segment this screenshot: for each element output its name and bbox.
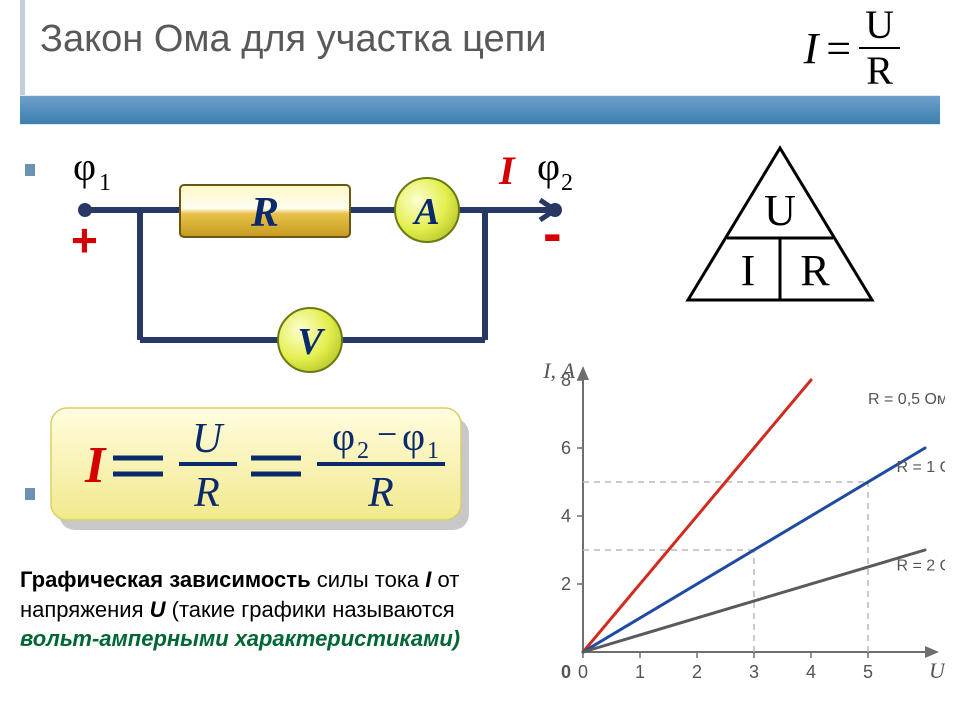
svg-text:φ: φ	[73, 144, 96, 189]
formula-fraction: U R	[859, 5, 900, 91]
svg-text:0: 0	[561, 662, 571, 682]
minus-terminal: -	[543, 201, 562, 264]
formula-num: U	[859, 5, 900, 49]
cap-U: U	[150, 597, 166, 622]
cap-l2a: напряжения	[20, 597, 150, 622]
ammeter-label: A	[412, 191, 439, 233]
page-title: Закон Ома для участка цепи	[40, 18, 546, 61]
divider-bar	[20, 95, 940, 125]
svg-text:0: 0	[578, 662, 588, 682]
svg-text:4: 4	[806, 662, 816, 682]
ohm-formula-top: I = U R	[804, 5, 900, 91]
triangle-I: I	[741, 246, 756, 295]
triangle-U: U	[764, 186, 796, 235]
cap-l1c: от	[431, 567, 459, 592]
voltmeter-label: V	[297, 321, 325, 363]
box-R1: R	[193, 470, 220, 516]
iv-chart: 01234524680I, АU, ВR = 0,5 ОмR = 1 ОмR =…	[525, 360, 945, 700]
formula-den: R	[866, 49, 893, 91]
formula-I: I	[804, 23, 819, 74]
svg-text:5: 5	[863, 662, 873, 682]
svg-text:U, В: U, В	[929, 658, 945, 683]
svg-text:2: 2	[357, 438, 369, 464]
svg-text:4: 4	[561, 506, 571, 526]
triangle-R: R	[800, 246, 830, 295]
svg-text:−: −	[377, 414, 397, 454]
box-R2: R	[367, 470, 394, 516]
svg-text:3: 3	[749, 662, 759, 682]
phi1-sub: 1	[99, 170, 111, 196]
svg-text:φ: φ	[332, 414, 355, 459]
svg-text:I, А: I, А	[542, 360, 575, 383]
svg-text:R = 1 Ом: R = 1 Ом	[897, 459, 946, 476]
current-I: I	[498, 148, 516, 193]
cap-l1b: силы тока	[311, 567, 426, 592]
svg-text:2: 2	[561, 574, 571, 594]
cap-l1a: Графическая зависимость	[20, 567, 311, 592]
svg-text:2: 2	[692, 662, 702, 682]
plus-terminal: +	[71, 214, 98, 266]
svg-text:6: 6	[561, 438, 571, 458]
bullet-icon	[25, 488, 35, 500]
formula-box: I U R φ 2 − φ 1 R	[45, 400, 485, 540]
ohm-triangle: U I R	[680, 140, 880, 310]
bullet-icon	[25, 164, 35, 176]
circuit-diagram: R A V φ 1 φ 2 I + -	[45, 140, 585, 390]
svg-text:1: 1	[427, 438, 439, 464]
svg-text:R = 0,5 Ом: R = 0,5 Ом	[868, 391, 945, 408]
resistor-label: R	[250, 190, 279, 236]
cap-l3: вольт-амперными характеристиками)	[20, 626, 460, 651]
svg-text:R = 2 Ом: R = 2 Ом	[897, 557, 946, 574]
svg-text:φ: φ	[537, 144, 560, 189]
svg-text:φ: φ	[402, 414, 425, 459]
svg-text:1: 1	[635, 662, 645, 682]
caption-text: Графическая зависимость силы тока I от н…	[20, 565, 590, 654]
box-I: I	[84, 437, 107, 494]
formula-eq: =	[826, 23, 851, 74]
cap-l2b: (такие графики называются	[166, 597, 455, 622]
phi2-sub: 2	[561, 170, 573, 196]
box-U: U	[192, 416, 225, 462]
